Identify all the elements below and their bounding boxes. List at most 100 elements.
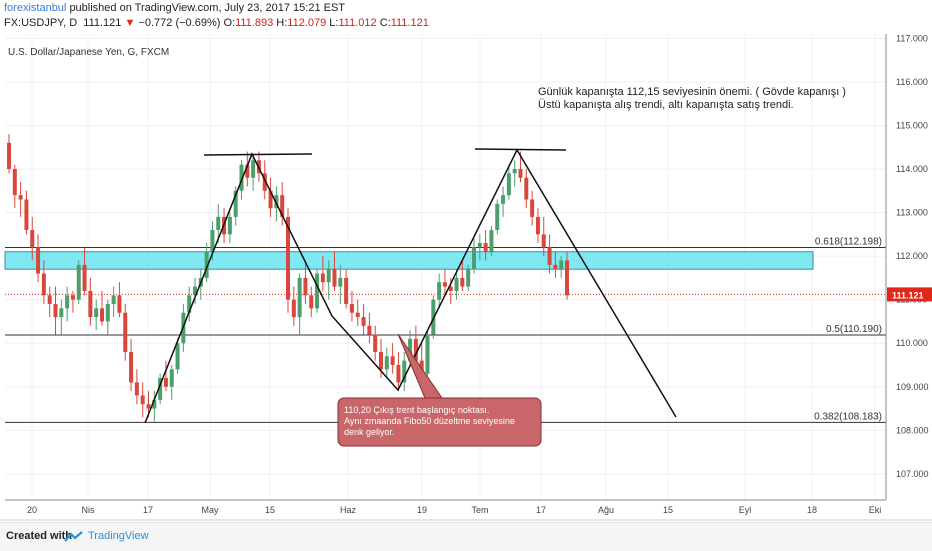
candle [291,286,296,326]
candle [123,304,128,361]
candle [326,260,331,300]
candle-body [70,295,75,300]
candle-body [268,190,273,209]
candle-body [169,369,174,387]
price-change: −0.772 (−0.69%) [138,17,221,29]
x-tick-label: Eyl [739,505,752,515]
candle-body [88,290,93,318]
candle [30,216,35,261]
candle-body [134,382,139,396]
created-with-label: Created with [6,530,73,542]
candle-body [100,308,104,322]
candle [36,234,41,283]
candlestick-chart[interactable]: 0.618(112.198) 0.5(110.190) 0.382(108.183)… [0,33,932,526]
candle [373,325,378,361]
candle [367,312,372,344]
candle [332,251,337,291]
fib-level-label: 0.382(108.183) [814,411,882,422]
analysis-note-line-2: Üstü kapanışta alış trendi, altı kapanış… [538,99,794,111]
analysis-note-line-1: Günlük kapanışta 112,15 seviyesinin önem… [538,86,846,98]
candle [76,260,81,305]
candle [94,299,99,331]
candle [396,351,401,392]
candle-body [408,338,413,361]
candle [425,330,430,379]
symbol-label[interactable]: FX:USDJPY, D [4,17,78,29]
candle [117,282,122,318]
candle [390,343,395,374]
candle [344,269,349,309]
candle-body [483,243,488,252]
candle-body [396,364,401,383]
y-tick-label: 113.000 [896,208,928,218]
publish-line: forexistanbul published on TradingView.c… [4,2,345,14]
candle-body [524,177,529,200]
high-label: H: [276,17,288,29]
candle [111,286,116,318]
candle-body [152,399,157,409]
candle-body [7,142,11,170]
candle [437,273,442,309]
y-tick-label: 114.000 [896,164,928,174]
candle [442,269,447,296]
candle-body [390,356,395,365]
candle-body [349,304,354,313]
x-tick-label: 19 [417,505,427,515]
candle-body [320,273,325,283]
candle [506,164,511,200]
chart-header: forexistanbul published on TradingView.c… [0,0,932,34]
tradingview-brand-link[interactable]: TradingView [88,530,149,542]
chart-title: U.S. Dollar/Japanese Yen, G, FXCM [8,47,169,58]
candle [140,382,145,418]
candle-body [361,317,366,326]
x-tick-label: 20 [27,505,37,515]
candle-body [553,264,558,270]
support-resistance-zone [4,251,814,270]
candle-body [454,277,459,291]
candle [495,199,500,235]
candle-body [187,295,192,313]
candle [227,212,232,244]
candle-body [512,169,517,174]
low-label: L: [329,17,339,29]
candle [187,286,192,322]
y-tick-label: 115.000 [896,120,928,130]
y-tick-label: 108.000 [896,425,929,435]
chart-area[interactable]: 0.618(112.198) 0.5(110.190) 0.382(108.183)… [0,33,932,526]
candle-body [501,195,506,204]
candle-body [239,164,244,191]
candle [477,234,482,261]
candle [472,238,476,274]
candle-body [541,234,546,248]
author-link[interactable]: forexistanbul [4,2,67,14]
candle [175,338,180,374]
candle-body [251,160,256,178]
candle-body [466,269,471,287]
candle-body [384,356,389,370]
candle [454,269,459,300]
candle-body [530,199,535,217]
candle-body [565,260,569,296]
x-tick-label: 17 [536,505,546,515]
candle-body [425,334,430,374]
candle-body [216,216,221,230]
candle [431,295,436,339]
x-tick-label: May [201,505,219,515]
candle-body [448,286,453,291]
x-tick-label: Eki [869,505,882,515]
candle [59,299,64,335]
candle-body [41,273,46,296]
candle-body [227,216,232,235]
trend-line [144,148,677,424]
first-top-line [203,153,313,156]
candle-body [291,299,296,318]
candle-body [437,282,442,300]
candle [309,286,314,318]
candle [88,277,93,326]
candle [100,290,104,326]
candle-body [373,334,378,352]
callout-text-line: denk geliyor. [344,427,395,437]
candle-body [442,282,447,287]
x-tick-label: 15 [265,505,275,515]
y-tick-label: 112.000 [896,251,928,261]
